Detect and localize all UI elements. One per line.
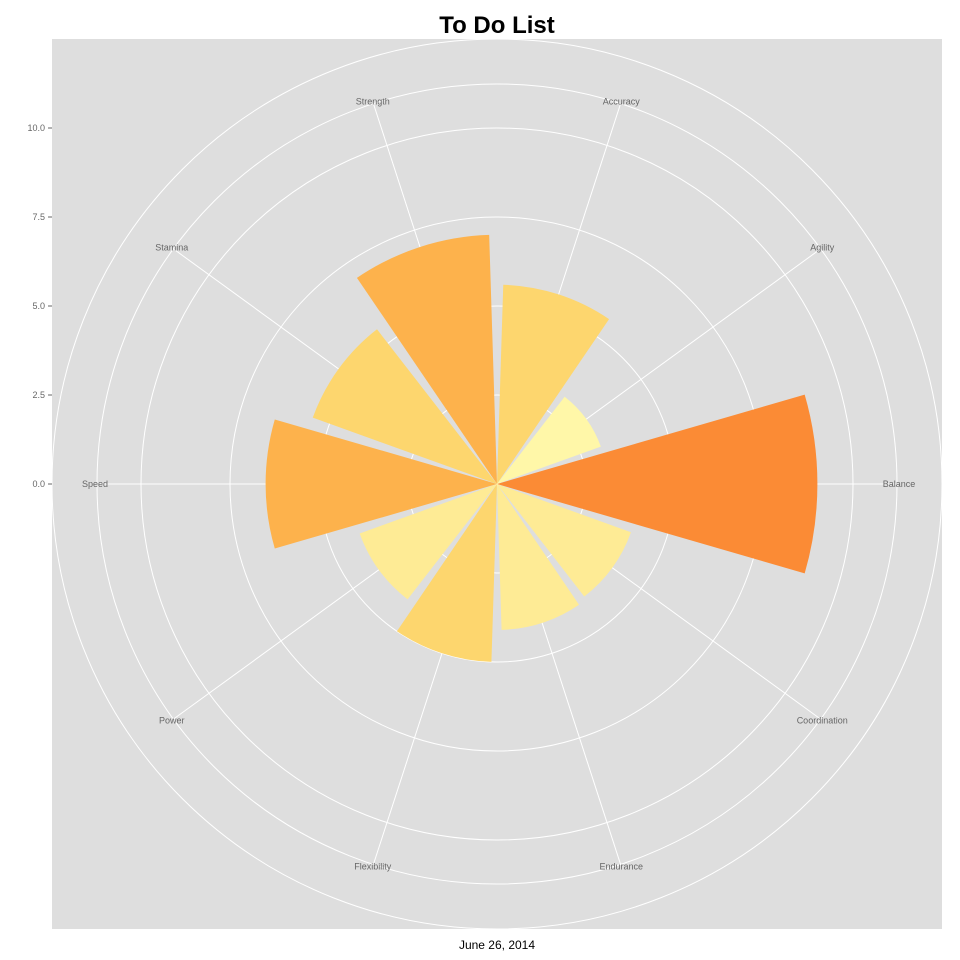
category-label-accuracy: Accuracy: [603, 97, 641, 107]
category-label-speed: Speed: [82, 479, 108, 489]
category-label-coordination: Coordination: [797, 715, 848, 725]
bar-agility: [497, 396, 601, 484]
category-label-power: Power: [159, 715, 185, 725]
y-axis: 0.0 2.5 5.0 7.5 10.0: [27, 123, 52, 489]
category-label-balance: Balance: [883, 479, 916, 489]
bar-strength: [356, 234, 497, 484]
bar-flexibility: [396, 484, 497, 662]
y-tick-label: 0.0: [32, 479, 45, 489]
y-tick-label: 10.0: [27, 123, 45, 133]
y-tick-label: 2.5: [32, 390, 45, 400]
bar-endurance: [497, 484, 580, 630]
bars: [265, 234, 818, 662]
category-label-stamina: Stamina: [155, 243, 188, 253]
bar-balance: [497, 394, 818, 574]
bar-accuracy: [497, 284, 610, 484]
y-tick-label: 5.0: [32, 301, 45, 311]
y-tick-label: 7.5: [32, 212, 45, 222]
category-label-flexibility: Flexibility: [354, 861, 392, 871]
chart-title: To Do List: [439, 12, 555, 39]
category-label-strength: Strength: [356, 97, 390, 107]
category-label-endurance: Endurance: [599, 861, 643, 871]
bar-speed: [265, 419, 497, 549]
bar-power: [359, 484, 497, 600]
bar-stamina: [312, 329, 497, 484]
bar-coordination: [497, 484, 631, 597]
category-label-agility: Agility: [810, 243, 835, 253]
category-labels: Balance Agility Accuracy Strength Stamina Spe…: [82, 97, 915, 872]
chart-caption: June 26, 2014: [458, 938, 536, 952]
